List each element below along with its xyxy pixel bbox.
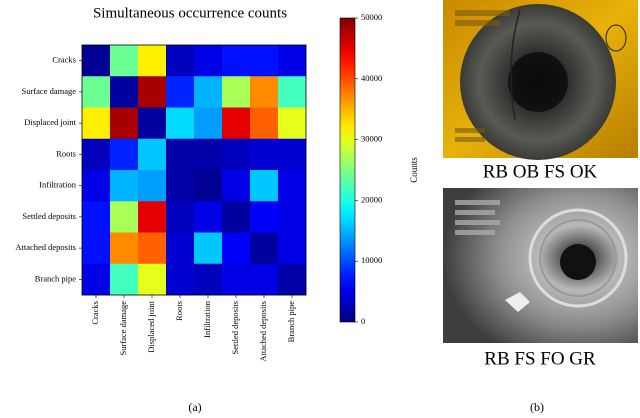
heatmap-cell <box>194 107 223 140</box>
y-tick-label: Roots <box>56 148 76 158</box>
colorbar-tick-label: 0 <box>361 316 365 326</box>
heatmap-cell <box>166 232 195 265</box>
x-tick-label: Settled deposits <box>230 301 240 355</box>
heatmap-cell <box>166 263 195 296</box>
heatmap-cell <box>222 232 251 265</box>
heatmap-cell <box>222 170 251 202</box>
heatmap-cell <box>138 232 167 265</box>
colorbar-tick-label: 20000 <box>361 194 382 204</box>
heatmap-cell <box>194 138 223 171</box>
y-tick-label: Settled deposits <box>22 211 76 221</box>
heatmap-cell <box>110 263 139 296</box>
colorbar <box>339 17 356 323</box>
heatmap-cell <box>110 107 139 140</box>
chart-title: Simultaneous occurrence counts <box>93 5 287 21</box>
heatmap-cell <box>222 263 251 296</box>
heatmap-cell <box>110 170 139 202</box>
subcaption: (b) <box>530 400 544 414</box>
x-tick-label: Attached deposits <box>258 301 268 362</box>
heatmap-cell <box>194 76 223 108</box>
heatmap-cell <box>194 263 223 296</box>
heatmap-cell <box>82 170 111 202</box>
heatmap-cell <box>166 76 195 108</box>
heatmap-cell <box>138 263 167 296</box>
x-tick-label: Displaced joint <box>146 300 156 352</box>
heatmap-cell <box>138 76 167 108</box>
x-tick-label: Cracks <box>90 301 100 325</box>
heatmap-cell <box>82 107 111 140</box>
heatmap-cell <box>194 170 223 202</box>
heatmap-cell <box>250 232 279 265</box>
heatmap-cell <box>194 45 223 77</box>
photo-caption: RB OB FS OK <box>483 161 598 182</box>
photo-bottom <box>443 188 638 343</box>
heatmap-cell <box>138 45 167 77</box>
heatmap-cell <box>166 107 195 140</box>
heatmap-cell <box>82 232 111 265</box>
heatmap-cell <box>250 107 279 140</box>
heatmap-cell <box>166 201 195 233</box>
heatmap-cell <box>250 201 279 233</box>
heatmap-cell <box>166 138 195 171</box>
heatmap-cell <box>278 45 307 77</box>
x-tick-label: Infiltration <box>202 300 212 338</box>
x-tick-label: Surface damage <box>118 301 128 356</box>
heatmap-cell <box>110 138 139 171</box>
heatmap-cell <box>110 201 139 233</box>
heatmap-cell <box>82 201 111 233</box>
y-tick-label: Cracks <box>52 55 76 65</box>
heatmap-cell <box>82 138 111 171</box>
heatmap-cell <box>278 76 307 108</box>
heatmap-cell <box>250 76 279 108</box>
heatmap-cell <box>166 170 195 202</box>
x-tick-label: Roots <box>174 301 184 321</box>
photo-caption: RB FS FO GR <box>484 348 596 369</box>
heatmap-cell <box>82 76 111 108</box>
heatmap-cell <box>110 232 139 265</box>
heatmap-cell <box>194 201 223 233</box>
photo-top <box>443 0 638 160</box>
heatmap-cell <box>250 45 279 77</box>
y-tick-label: Displaced joint <box>24 117 76 127</box>
y-tick-label: Infiltration <box>39 180 77 190</box>
y-tick-label: Surface damage <box>21 86 76 96</box>
colorbar-tick-label: 10000 <box>361 255 382 265</box>
plot-frame <box>81 44 307 296</box>
heatmap-cell <box>222 45 251 77</box>
heatmap-cell <box>250 170 279 202</box>
colorbar-label: Counts <box>409 157 419 183</box>
heatmap-cell <box>278 201 307 233</box>
heatmap-cell <box>82 263 111 296</box>
subcaption: (a) <box>188 400 201 414</box>
heatmap-cell <box>250 138 279 171</box>
colorbar-tick-label: 30000 <box>361 134 382 144</box>
y-tick-label: Branch pipe <box>35 273 77 283</box>
heatmap-cell <box>222 107 251 140</box>
heatmap-cell <box>138 201 167 233</box>
heatmap-cell <box>194 232 223 265</box>
heatmap-cell <box>278 170 307 202</box>
heatmap-cell <box>250 263 279 296</box>
heatmap-cell <box>166 45 195 77</box>
heatmap-cell <box>222 76 251 108</box>
y-tick-label: Attached deposits <box>15 242 76 252</box>
heatmap-cell <box>278 263 307 296</box>
colorbar-tick-label: 50000 <box>361 12 382 22</box>
colorbar-tick-label: 40000 <box>361 73 382 83</box>
heatmap-cell <box>138 107 167 140</box>
heatmap-cell <box>222 201 251 233</box>
x-tick-label: Branch pipe <box>286 301 296 343</box>
heatmap-cell <box>222 138 251 171</box>
heatmap-cell <box>138 170 167 202</box>
heatmap-cell <box>110 76 139 108</box>
heatmap-cell <box>278 107 307 140</box>
heatmap-cell <box>278 232 307 265</box>
heatmap-cell <box>82 45 111 77</box>
heatmap-cell <box>278 138 307 171</box>
heatmap-cell <box>138 138 167 171</box>
heatmap-cell <box>110 45 139 77</box>
